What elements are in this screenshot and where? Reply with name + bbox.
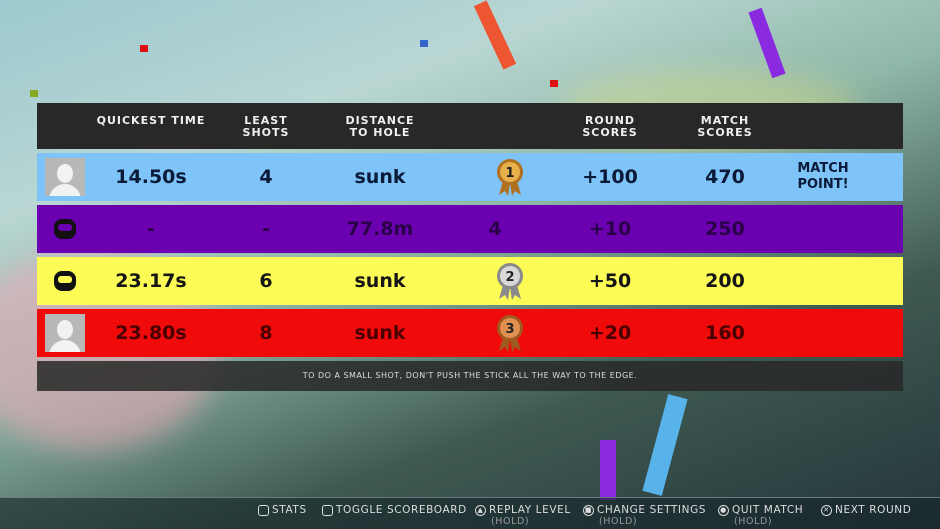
- streamer: [642, 394, 688, 496]
- quickest-time: 14.50s: [115, 166, 187, 188]
- triangle-button-icon: ▲: [475, 505, 486, 516]
- scoreboard-header: QUICKEST TIME LEAST SHOTS DISTANCE TO HO…: [37, 103, 903, 149]
- distance-to-hole: sunk: [354, 166, 406, 188]
- square-button-icon: ■: [583, 505, 594, 516]
- round-score: +10: [588, 218, 632, 240]
- header-least-shots: LEAST SHOTS: [242, 114, 290, 139]
- confetti: [420, 40, 428, 47]
- quit-match-prompt[interactable]: ● QUIT MATCH (HOLD): [718, 504, 804, 527]
- distance-to-hole: sunk: [354, 270, 406, 292]
- player-row: - - 77.8m 4 +10 250: [37, 205, 903, 253]
- header-round-scores: ROUND SCORES: [582, 114, 638, 139]
- least-shots: 8: [259, 322, 273, 344]
- player-row: 23.17s 6 sunk 2 +50 200: [37, 257, 903, 305]
- confetti: [550, 80, 558, 87]
- match-score: 200: [705, 270, 745, 292]
- least-shots: 6: [259, 270, 273, 292]
- streamer: [600, 440, 616, 500]
- least-shots: 4: [259, 166, 273, 188]
- scoreboard: QUICKEST TIME LEAST SHOTS DISTANCE TO HO…: [37, 103, 903, 391]
- touchpad-icon: [258, 505, 269, 516]
- match-point-label: MATCH POINT!: [797, 161, 849, 192]
- player-row: 23.80s 8 sunk 3 +20 160: [37, 309, 903, 357]
- match-score: 250: [705, 218, 745, 240]
- place-number: 1: [505, 166, 514, 181]
- player-avatar: [45, 158, 85, 196]
- least-shots: -: [262, 218, 270, 240]
- stats-label: STATS: [272, 504, 307, 516]
- change-settings-label: CHANGE SETTINGS: [597, 504, 707, 516]
- button-prompts-bar: STATS TOGGLE SCOREBOARD ▲ REPLAY LEVEL (HO…: [0, 497, 940, 529]
- quickest-time: 23.17s: [115, 270, 187, 292]
- replay-level-prompt[interactable]: ▲ REPLAY LEVEL (HOLD): [475, 504, 571, 527]
- header-quickest-time: QUICKEST TIME: [96, 114, 206, 127]
- toggle-scoreboard-prompt[interactable]: TOGGLE SCOREBOARD: [322, 504, 467, 516]
- silver-medal-icon: 2: [497, 263, 523, 300]
- quickest-time: 23.80s: [115, 322, 187, 344]
- match-score: 160: [705, 322, 745, 344]
- confetti: [30, 90, 38, 97]
- header-distance: DISTANCE TO HOLE: [345, 114, 415, 139]
- place-number: 4: [488, 218, 502, 240]
- player-row: 14.50s 4 sunk 1 +100 470 MATCH POINT!: [37, 153, 903, 201]
- bronze-medal-icon: 3: [497, 315, 523, 352]
- next-round-label: NEXT ROUND: [835, 504, 912, 516]
- round-score: +50: [588, 270, 632, 292]
- options-button-icon: [322, 505, 333, 516]
- cross-button-icon: ✕: [821, 505, 832, 516]
- quickest-time: -: [147, 218, 155, 240]
- streamer: [473, 0, 517, 70]
- hold-label: (HOLD): [599, 516, 638, 527]
- distance-to-hole: sunk: [354, 322, 406, 344]
- header-match-scores: MATCH SCORES: [697, 114, 753, 139]
- robot-avatar-icon: [54, 219, 76, 239]
- hold-label: (HOLD): [734, 516, 773, 527]
- gold-medal-icon: 1: [497, 159, 523, 196]
- circle-button-icon: ●: [718, 505, 729, 516]
- place-number: 3: [505, 322, 514, 337]
- robot-avatar-icon: [54, 271, 76, 291]
- round-score: +100: [582, 166, 638, 188]
- replay-level-label: REPLAY LEVEL: [489, 504, 571, 516]
- round-score: +20: [588, 322, 632, 344]
- place-number: 2: [505, 270, 514, 285]
- streamer: [748, 7, 786, 79]
- change-settings-prompt[interactable]: ■ CHANGE SETTINGS (HOLD): [583, 504, 707, 527]
- next-round-prompt[interactable]: ✕ NEXT ROUND: [821, 504, 911, 516]
- hold-label: (HOLD): [491, 516, 530, 527]
- confetti: [140, 45, 148, 52]
- distance-to-hole: 77.8m: [346, 218, 414, 240]
- gameplay-tip: TO DO A SMALL SHOT, DON'T PUSH THE STICK…: [37, 361, 903, 391]
- player-avatar: [45, 314, 85, 352]
- match-score: 470: [705, 166, 745, 188]
- quit-match-label: QUIT MATCH: [732, 504, 804, 516]
- toggle-scoreboard-label: TOGGLE SCOREBOARD: [336, 504, 467, 516]
- stats-prompt[interactable]: STATS: [258, 504, 307, 516]
